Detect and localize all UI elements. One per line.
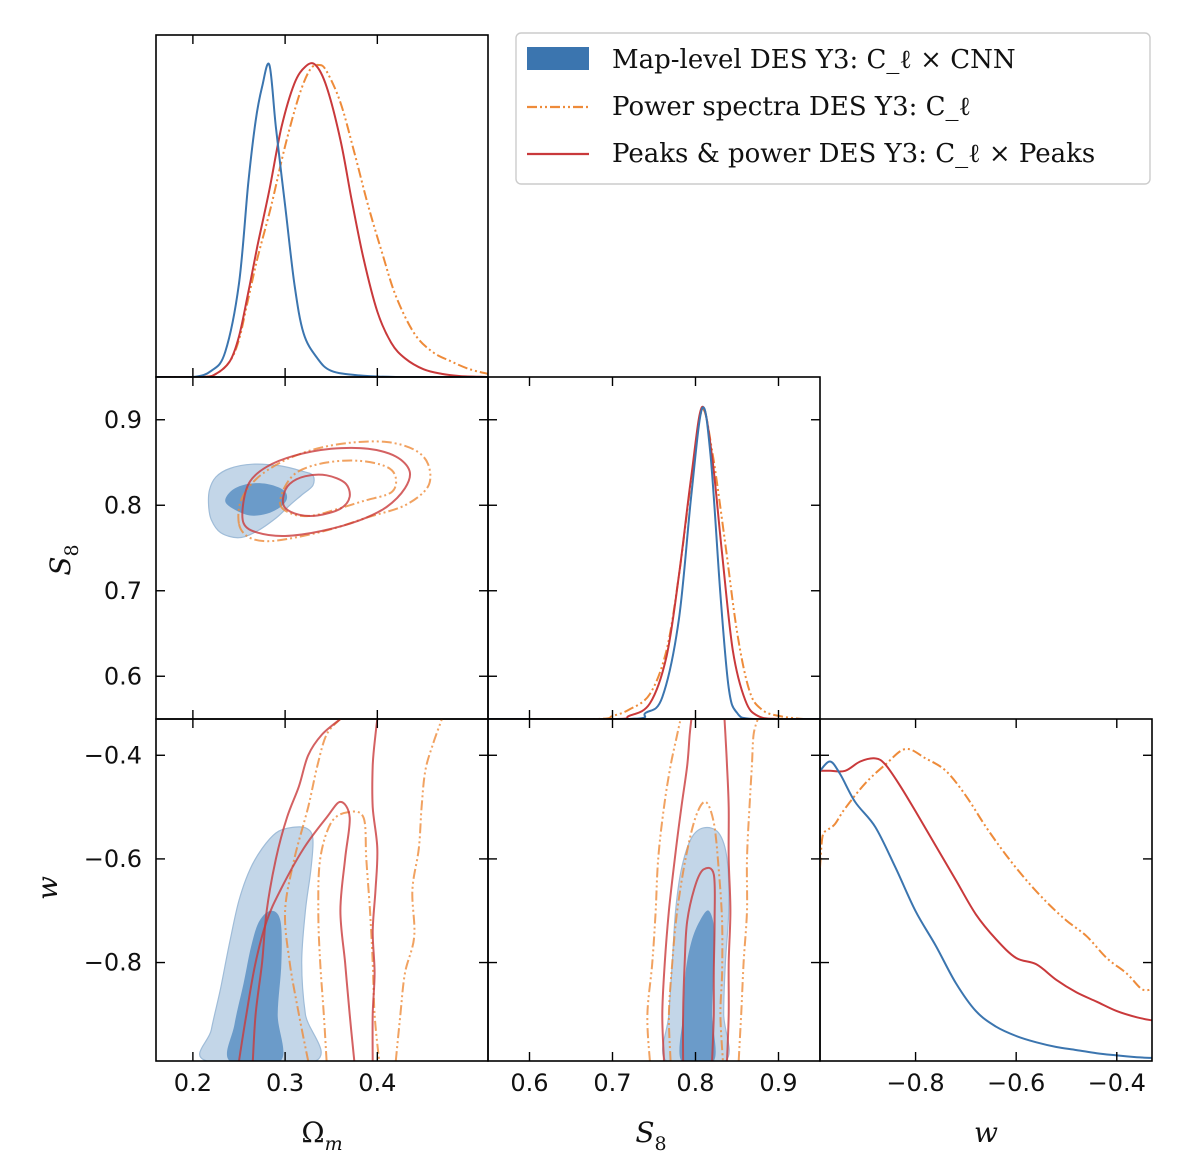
panel-w-marginal bbox=[819, 718, 1153, 1062]
marginal-curve-map bbox=[820, 760, 1152, 1059]
x-tick-label: 0.9 bbox=[759, 1069, 797, 1097]
marginal-curve-power bbox=[820, 747, 1152, 992]
contour-power-inner bbox=[667, 800, 724, 1061]
x-tick-label: 0.6 bbox=[510, 1069, 548, 1097]
x-axis-label-omega-m: Ωm bbox=[301, 1116, 342, 1155]
legend-label-power-spectra: Power spectra DES Y3: C_ℓ bbox=[612, 92, 971, 122]
contour-peaks-inner bbox=[681, 866, 716, 1061]
panel-frame bbox=[819, 718, 1153, 1062]
panel-s8-marginal bbox=[487, 376, 821, 720]
contour-peaks-inner bbox=[281, 473, 351, 518]
y-tick-label: 0.7 bbox=[104, 577, 142, 605]
marginal-curve-peaks bbox=[488, 405, 820, 719]
contour-power-inner bbox=[279, 459, 398, 518]
y-tick-label: 0.8 bbox=[104, 491, 142, 519]
y-tick-label: 0.9 bbox=[104, 406, 142, 434]
marginal-curve-peaks bbox=[820, 757, 1152, 1022]
x-tick-label: −0.6 bbox=[987, 1069, 1045, 1097]
x-tick-label: 0.2 bbox=[174, 1069, 212, 1097]
contour-map-level-68 bbox=[225, 483, 288, 516]
contour-power-outer2 bbox=[394, 719, 443, 1061]
x-tick-label: 0.7 bbox=[593, 1069, 631, 1097]
contour-peaks-outer2 bbox=[371, 719, 379, 1061]
panel-omega-m-marginal bbox=[155, 34, 489, 378]
legend: Map-level DES Y3: C_ℓ × CNN Power spectr… bbox=[515, 32, 1151, 185]
contour-map-level-68 bbox=[226, 910, 284, 1061]
marginal-curve-power bbox=[156, 63, 488, 377]
y-tick-label: −0.6 bbox=[84, 845, 142, 873]
x-tick-label: −0.4 bbox=[1088, 1069, 1146, 1097]
contour-peaks-outer bbox=[661, 719, 693, 1061]
x-tick-label: 0.3 bbox=[266, 1069, 304, 1097]
panel-w-vs-s8 bbox=[487, 718, 821, 1062]
contour-power-outer bbox=[646, 719, 682, 1061]
contour-power-outer bbox=[283, 719, 342, 1061]
contour-power-inner bbox=[317, 810, 381, 1061]
y-tick-label: −0.4 bbox=[84, 741, 142, 769]
contour-power-outer bbox=[237, 440, 432, 543]
contour-power-outer2 bbox=[737, 719, 759, 1061]
contour-peaks-outer2 bbox=[723, 719, 732, 1061]
panel-s8-vs-omega-m bbox=[155, 376, 489, 720]
y-tick-label: 0.6 bbox=[104, 662, 142, 690]
contour-peaks-outer bbox=[251, 719, 342, 1061]
marginal-curve-map bbox=[156, 62, 488, 377]
legend-label-peaks-power: Peaks & power DES Y3: C_ℓ × Peaks bbox=[612, 139, 1095, 169]
contour-peaks-outer bbox=[241, 446, 412, 538]
x-tick-label: 0.4 bbox=[358, 1069, 396, 1097]
panel-frame bbox=[155, 376, 489, 720]
marginal-curve-power bbox=[488, 408, 820, 719]
x-tick-label: 0.8 bbox=[676, 1069, 714, 1097]
x-axis-label-s8: S8 bbox=[635, 1116, 666, 1155]
contour-peaks-inner bbox=[238, 800, 356, 1061]
marginal-curve-map bbox=[488, 406, 820, 719]
legend-box bbox=[515, 32, 1151, 185]
panel-frame bbox=[155, 718, 489, 1062]
y-axis-label-s8: S8 bbox=[44, 544, 83, 575]
panel-w-vs-omega-m bbox=[155, 718, 489, 1062]
legend-swatch-map-level bbox=[527, 47, 589, 70]
panel-frame bbox=[487, 718, 821, 1062]
panel-frame bbox=[155, 34, 489, 378]
contour-map-level-68 bbox=[679, 910, 716, 1061]
y-tick-label: −0.8 bbox=[84, 949, 142, 977]
legend-label-map-level: Map-level DES Y3: C_ℓ × CNN bbox=[612, 45, 1016, 75]
marginal-curve-peaks bbox=[156, 62, 488, 377]
axis-ticks: 0.2 0.3 0.4 0.6 0.7 0.8 0.9 −0.8 −0.6 −0.4 0.6 0.7 0… bbox=[84, 35, 1152, 1097]
x-tick-label: −0.8 bbox=[886, 1069, 944, 1097]
x-axis-label-w: w bbox=[974, 1116, 998, 1149]
panel-frame bbox=[487, 376, 821, 720]
y-axis-label-w: w bbox=[31, 876, 64, 900]
